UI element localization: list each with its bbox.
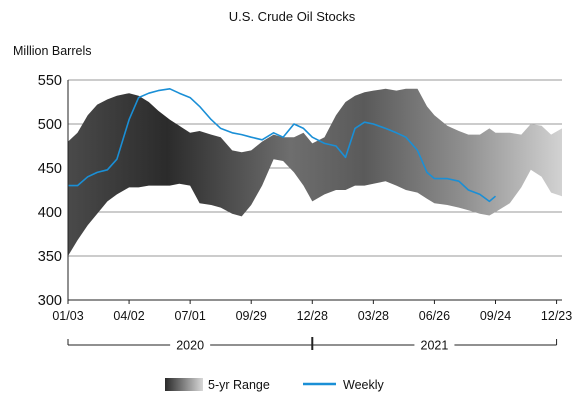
weekly-line <box>68 88 497 203</box>
x-tick-label: 09/24 <box>480 309 511 323</box>
year-label: 2020 <box>176 339 204 353</box>
legend-range-swatch <box>165 378 203 391</box>
y-tick-labels: 300 350 400 450 500 550 <box>38 73 62 309</box>
y-tick-label: 450 <box>38 161 62 177</box>
y-tick-label: 300 <box>38 293 62 309</box>
weekly-line-layer <box>68 88 497 203</box>
y-axis-title: Million Barrels <box>13 44 92 58</box>
legend: 5-yr Range Weekly <box>165 378 385 392</box>
y-tick-label: 500 <box>38 117 62 133</box>
chart-title: U.S. Crude Oil Stocks <box>229 9 356 24</box>
legend-weekly-label: Weekly <box>343 378 385 392</box>
y-tick-label: 400 <box>38 205 62 221</box>
x-tick-label: 12/28 <box>297 309 328 323</box>
range-band <box>68 88 562 256</box>
year-label: 2021 <box>421 339 449 353</box>
x-tick-label: 03/28 <box>358 309 389 323</box>
range-band-layer <box>68 88 562 256</box>
x-tick-label: 01/03 <box>52 309 83 323</box>
x-tick-label: 09/29 <box>236 309 267 323</box>
legend-range-label: 5-yr Range <box>208 378 270 392</box>
x-tick-label: 07/01 <box>175 309 206 323</box>
y-tick-label: 350 <box>38 249 62 265</box>
y-tick-label: 550 <box>38 73 62 89</box>
x-tick-label: 06/26 <box>419 309 450 323</box>
x-tick-label: 12/23 <box>541 309 572 323</box>
x-tick-labels: 01/03 04/02 07/01 09/29 12/28 03/28 06/26 09/24… <box>52 309 572 323</box>
axes <box>67 80 562 304</box>
year-brackets: 2020 2021 <box>67 337 558 353</box>
x-tick-label: 04/02 <box>113 309 144 323</box>
